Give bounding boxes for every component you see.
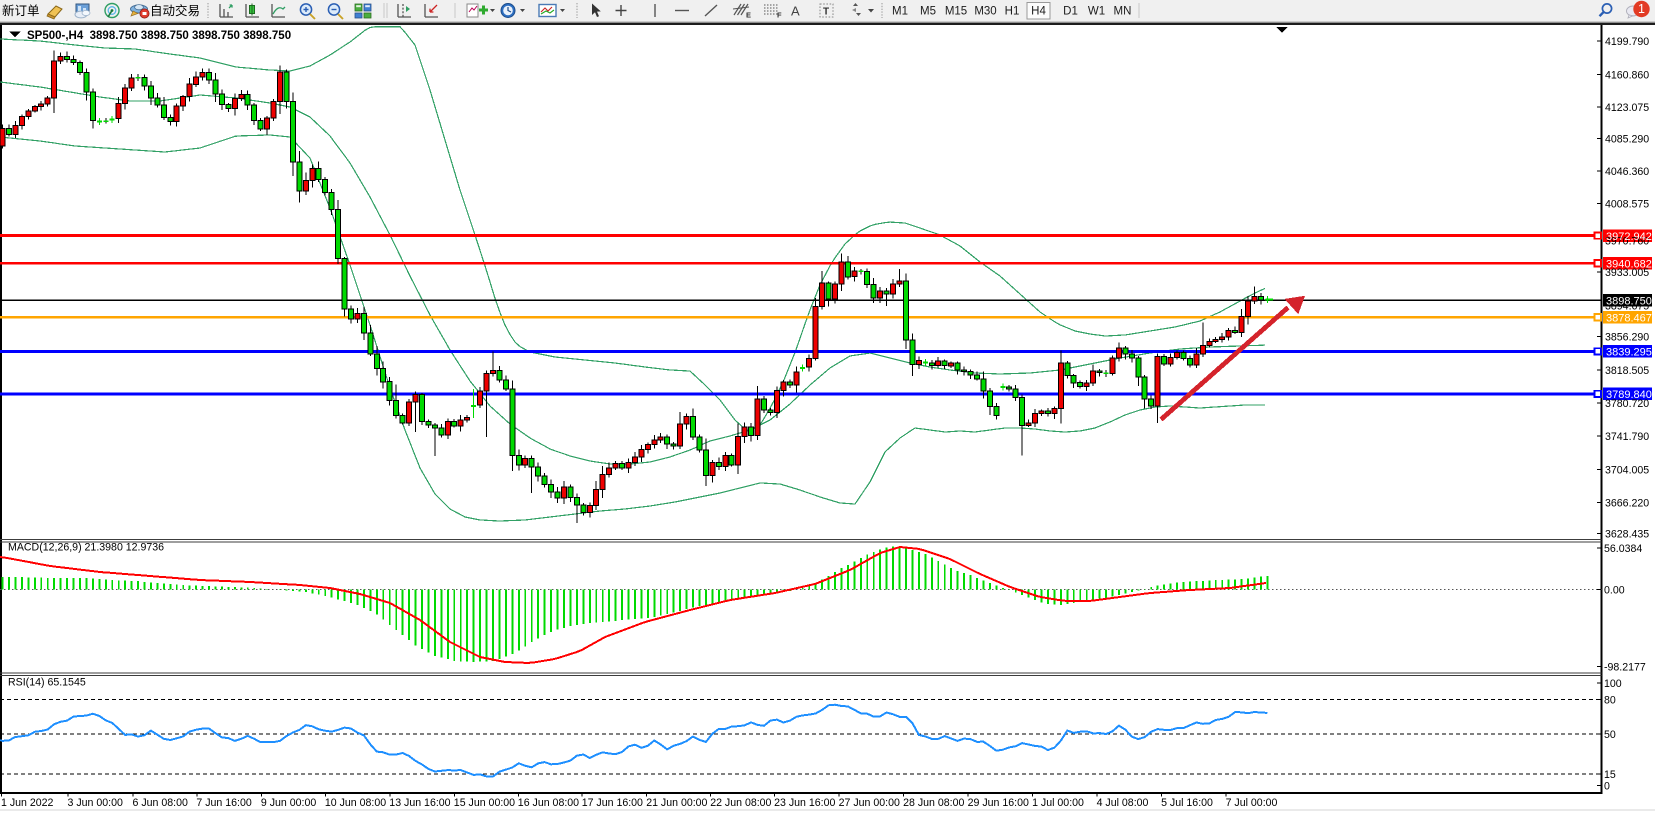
svg-text:新订单: 新订单 xyxy=(2,3,40,18)
svg-text:3704.005: 3704.005 xyxy=(1605,465,1649,477)
svg-text:56.0384: 56.0384 xyxy=(1604,543,1642,555)
svg-text:4008.575: 4008.575 xyxy=(1605,199,1649,211)
svg-text:15: 15 xyxy=(1604,769,1616,781)
svg-text:3789.840: 3789.840 xyxy=(1606,389,1652,401)
svg-text:3970.760: 3970.760 xyxy=(1605,236,1649,248)
svg-text:3666.220: 3666.220 xyxy=(1605,497,1649,509)
svg-text:5 Jul 16:00: 5 Jul 16:00 xyxy=(1161,797,1213,809)
svg-text:3856.290: 3856.290 xyxy=(1605,332,1649,344)
svg-text:4046.360: 4046.360 xyxy=(1605,166,1649,178)
svg-text:0: 0 xyxy=(1604,781,1610,793)
svg-text:7 Jul 00:00: 7 Jul 00:00 xyxy=(1226,797,1278,809)
svg-text:10 Jun 08:00: 10 Jun 08:00 xyxy=(325,797,386,809)
svg-text:E: E xyxy=(746,11,751,20)
svg-text:17 Jun 16:00: 17 Jun 16:00 xyxy=(582,797,643,809)
svg-text:3 Jun 00:00: 3 Jun 00:00 xyxy=(68,797,123,809)
svg-text:1 Jul 00:00: 1 Jul 00:00 xyxy=(1032,797,1084,809)
svg-text:80: 80 xyxy=(1604,695,1616,707)
svg-text:3878.467: 3878.467 xyxy=(1606,312,1652,324)
svg-text:T: T xyxy=(823,7,829,18)
svg-text:3741.790: 3741.790 xyxy=(1605,431,1649,443)
svg-text:3972.942: 3972.942 xyxy=(1606,231,1652,243)
svg-text:SP500-,H4 3898.750 3898.750 3: SP500-,H4 3898.750 3898.750 3898.750 389… xyxy=(27,30,291,42)
svg-text:3933.005: 3933.005 xyxy=(1605,267,1649,279)
svg-text:MN: MN xyxy=(1114,6,1132,18)
svg-text:28 Jun 08:00: 28 Jun 08:00 xyxy=(903,797,964,809)
svg-text:50: 50 xyxy=(1604,729,1616,741)
svg-text:23 Jun 16:00: 23 Jun 16:00 xyxy=(774,797,835,809)
svg-text:-98.2177: -98.2177 xyxy=(1604,661,1646,673)
svg-text:15 Jun 00:00: 15 Jun 00:00 xyxy=(454,797,515,809)
svg-text:RSI(14) 65.1545: RSI(14) 65.1545 xyxy=(8,677,86,689)
svg-text:M5: M5 xyxy=(920,6,936,18)
svg-text:MACD(12,26,9) 21.3980 12.9736: MACD(12,26,9) 21.3980 12.9736 xyxy=(8,542,164,554)
svg-text:D1: D1 xyxy=(1063,6,1078,18)
svg-text:27 Jun 00:00: 27 Jun 00:00 xyxy=(839,797,900,809)
svg-text:自动交易: 自动交易 xyxy=(150,3,200,18)
svg-text:13 Jun 16:00: 13 Jun 16:00 xyxy=(389,797,450,809)
svg-text:100: 100 xyxy=(1604,678,1622,690)
svg-text:21 Jun 00:00: 21 Jun 00:00 xyxy=(646,797,707,809)
svg-text:1 Jun 2022: 1 Jun 2022 xyxy=(1,797,54,809)
svg-text:M1: M1 xyxy=(892,6,908,18)
svg-text:3780.720: 3780.720 xyxy=(1605,398,1649,410)
svg-text:9 Jun 00:00: 9 Jun 00:00 xyxy=(261,797,316,809)
svg-text:4160.860: 4160.860 xyxy=(1605,70,1649,82)
svg-text:29 Jun 16:00: 29 Jun 16:00 xyxy=(968,797,1029,809)
svg-text:0.00: 0.00 xyxy=(1604,585,1625,597)
svg-text:3818.505: 3818.505 xyxy=(1605,365,1649,377)
svg-text:3940.682: 3940.682 xyxy=(1606,259,1652,271)
svg-text:4 Jul 08:00: 4 Jul 08:00 xyxy=(1097,797,1149,809)
svg-text:M15: M15 xyxy=(945,6,967,18)
svg-text:6 Jun 08:00: 6 Jun 08:00 xyxy=(133,797,188,809)
svg-text:16 Jun 08:00: 16 Jun 08:00 xyxy=(518,797,579,809)
svg-text:7 Jun 16:00: 7 Jun 16:00 xyxy=(196,797,251,809)
svg-text:3894.675: 3894.675 xyxy=(1605,301,1649,313)
svg-text:4123.075: 4123.075 xyxy=(1605,102,1649,114)
svg-text:H4: H4 xyxy=(1031,6,1046,18)
svg-text:1: 1 xyxy=(1638,2,1645,16)
svg-text:4085.290: 4085.290 xyxy=(1605,134,1649,146)
svg-text:4199.790: 4199.790 xyxy=(1605,36,1649,48)
svg-text:22 Jun 08:00: 22 Jun 08:00 xyxy=(710,797,771,809)
svg-text:W1: W1 xyxy=(1088,6,1105,18)
svg-text:3898.750: 3898.750 xyxy=(1606,296,1652,308)
svg-text:H1: H1 xyxy=(1005,6,1020,18)
svg-text:M30: M30 xyxy=(974,6,996,18)
svg-text:3839.295: 3839.295 xyxy=(1606,347,1652,359)
svg-text:A: A xyxy=(791,4,800,19)
svg-text:F: F xyxy=(777,11,782,20)
svg-text:3628.435: 3628.435 xyxy=(1605,528,1649,540)
